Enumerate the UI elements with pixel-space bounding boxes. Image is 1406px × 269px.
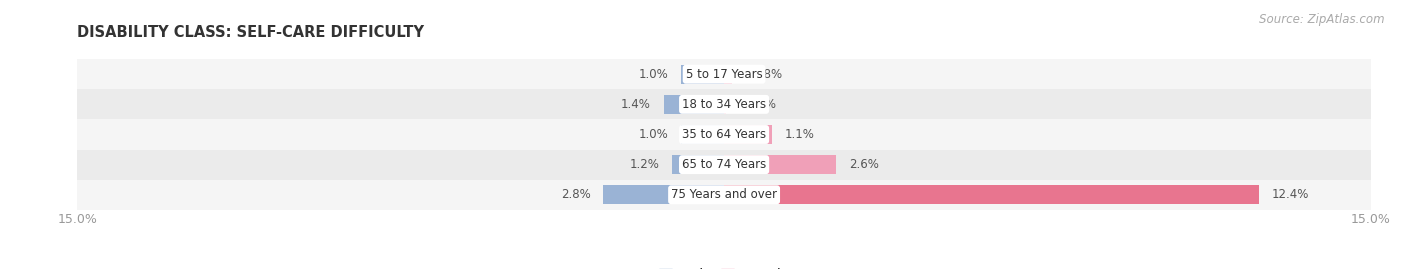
Text: 1.0%: 1.0% [638,68,668,81]
Text: 35 to 64 Years: 35 to 64 Years [682,128,766,141]
Bar [77,89,1371,119]
Text: 5 to 17 Years: 5 to 17 Years [686,68,762,81]
Text: 0.18%: 0.18% [745,68,782,81]
Bar [724,155,837,174]
Text: Source: ZipAtlas.com: Source: ZipAtlas.com [1260,13,1385,26]
Text: 1.1%: 1.1% [785,128,814,141]
Bar [724,65,733,84]
Text: 2.8%: 2.8% [561,188,591,201]
Text: 65 to 74 Years: 65 to 74 Years [682,158,766,171]
Bar [77,180,1371,210]
Text: 18 to 34 Years: 18 to 34 Years [682,98,766,111]
Bar [77,59,1371,89]
Text: 2.6%: 2.6% [849,158,879,171]
Text: 1.2%: 1.2% [630,158,659,171]
Text: 1.0%: 1.0% [638,128,668,141]
Bar [603,185,724,204]
Bar [724,125,772,144]
Bar [724,185,1258,204]
Text: 1.4%: 1.4% [621,98,651,111]
Text: 75 Years and over: 75 Years and over [671,188,778,201]
Bar [681,125,724,144]
Bar [681,65,724,84]
Text: 0.05%: 0.05% [740,98,776,111]
Bar [672,155,724,174]
Legend: Male, Female: Male, Female [654,263,794,269]
Bar [77,150,1371,180]
Bar [664,95,724,114]
Bar [724,95,727,114]
Bar [77,119,1371,150]
Text: DISABILITY CLASS: SELF-CARE DIFFICULTY: DISABILITY CLASS: SELF-CARE DIFFICULTY [77,24,425,40]
Text: 12.4%: 12.4% [1271,188,1309,201]
